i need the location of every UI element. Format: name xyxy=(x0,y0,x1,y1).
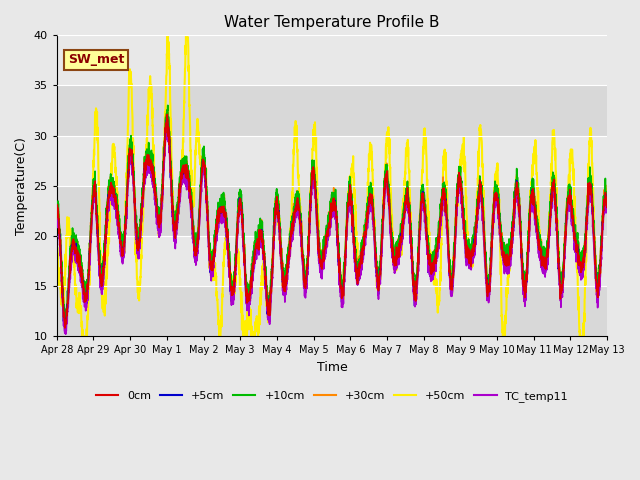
+5cm xyxy=(163,117,171,122)
+10cm xyxy=(264,301,272,307)
Line: +10cm: +10cm xyxy=(57,105,607,320)
+30cm xyxy=(62,321,70,326)
0cm xyxy=(604,203,611,209)
+50cm xyxy=(288,196,296,202)
+10cm xyxy=(534,216,541,222)
+30cm xyxy=(593,278,600,284)
+50cm xyxy=(53,253,61,259)
+30cm xyxy=(604,196,611,202)
+50cm xyxy=(116,228,124,233)
TC_temp11 xyxy=(116,237,124,243)
TC_temp11 xyxy=(593,290,600,296)
+10cm xyxy=(116,223,124,228)
0cm xyxy=(264,308,272,313)
+5cm xyxy=(534,227,541,232)
+50cm xyxy=(264,311,272,316)
+5cm xyxy=(593,284,600,290)
+50cm xyxy=(78,333,86,339)
+50cm xyxy=(148,105,156,111)
+10cm xyxy=(593,270,600,276)
Bar xyxy=(57,85,607,136)
+30cm xyxy=(163,107,171,113)
TC_temp11 xyxy=(534,229,541,235)
Y-axis label: Temperature(C): Temperature(C) xyxy=(15,137,28,235)
Bar xyxy=(57,136,607,186)
+5cm xyxy=(604,202,611,208)
+5cm xyxy=(148,168,156,173)
+50cm xyxy=(604,206,611,212)
TC_temp11 xyxy=(604,207,611,213)
+30cm xyxy=(288,219,296,225)
0cm xyxy=(163,111,171,117)
+50cm xyxy=(534,184,541,190)
+50cm xyxy=(593,282,600,288)
+10cm xyxy=(53,201,61,206)
Text: SW_met: SW_met xyxy=(68,53,124,66)
Bar xyxy=(57,186,607,236)
+10cm xyxy=(61,317,69,323)
+50cm xyxy=(164,33,172,38)
Line: +30cm: +30cm xyxy=(57,110,607,324)
+10cm xyxy=(604,196,611,202)
+30cm xyxy=(534,220,541,226)
0cm xyxy=(53,215,61,220)
Line: 0cm: 0cm xyxy=(57,114,607,328)
+30cm xyxy=(116,225,124,230)
Legend: 0cm, +5cm, +10cm, +30cm, +50cm, TC_temp11: 0cm, +5cm, +10cm, +30cm, +50cm, TC_temp1… xyxy=(92,387,573,407)
Title: Water Temperature Profile B: Water Temperature Profile B xyxy=(224,15,440,30)
+30cm xyxy=(148,161,156,167)
Line: +5cm: +5cm xyxy=(57,120,607,332)
0cm xyxy=(593,281,600,287)
X-axis label: Time: Time xyxy=(317,361,348,374)
Bar xyxy=(57,236,607,286)
+30cm xyxy=(264,305,272,311)
0cm xyxy=(534,227,541,233)
+30cm xyxy=(53,202,61,208)
Bar xyxy=(57,286,607,336)
TC_temp11 xyxy=(62,331,70,337)
TC_temp11 xyxy=(163,120,171,125)
0cm xyxy=(61,325,69,331)
Bar xyxy=(57,36,607,85)
+5cm xyxy=(288,223,296,229)
0cm xyxy=(116,229,124,235)
+10cm xyxy=(288,213,296,219)
+5cm xyxy=(116,235,124,241)
TC_temp11 xyxy=(288,231,296,237)
0cm xyxy=(288,222,296,228)
+10cm xyxy=(164,102,172,108)
Line: TC_temp11: TC_temp11 xyxy=(57,122,607,334)
+5cm xyxy=(53,216,61,222)
+5cm xyxy=(264,312,272,318)
TC_temp11 xyxy=(264,317,272,323)
+10cm xyxy=(148,151,156,156)
TC_temp11 xyxy=(148,174,156,180)
Line: +50cm: +50cm xyxy=(57,36,607,336)
0cm xyxy=(148,169,156,175)
TC_temp11 xyxy=(53,219,61,225)
+5cm xyxy=(62,329,70,335)
